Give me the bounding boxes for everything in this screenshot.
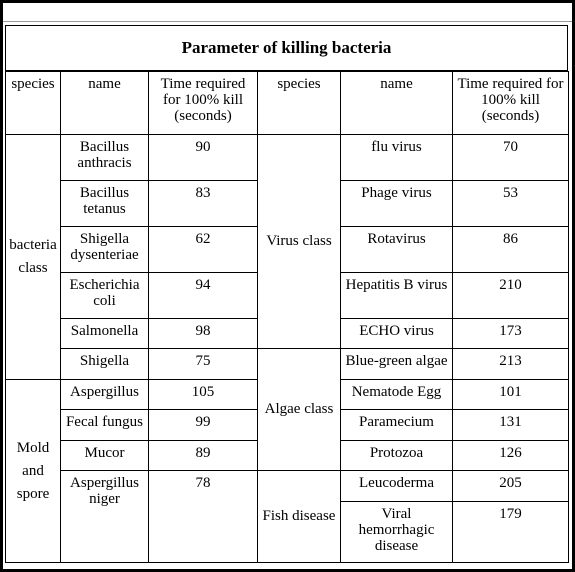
frame: Parameter of killing bacteria species nam… bbox=[3, 3, 572, 569]
table-row: Shigella 75 Algae class Blue-green algae 213 bbox=[6, 348, 569, 471]
species-cell: Mold and spore bbox=[5, 379, 61, 563]
time-cell: 210 bbox=[452, 272, 569, 319]
table-title: Parameter of killing bacteria bbox=[5, 25, 568, 71]
name-cell: ECHO virus bbox=[340, 318, 453, 349]
table-row: Mucor 89 Protozoa 126 bbox=[6, 440, 569, 471]
time-cell: 101 bbox=[452, 379, 569, 410]
time-cell: 131 bbox=[452, 409, 569, 441]
table-row: Viral hemorrhagic disease 179 bbox=[6, 501, 569, 563]
table-row: Aspergillus niger 78 Fish disease Leucoderm… bbox=[6, 470, 569, 563]
name-cell: Shigella bbox=[60, 348, 149, 380]
species-cell: bacteria class bbox=[5, 134, 61, 380]
time-cell: 78 bbox=[148, 470, 258, 563]
time-cell: 213 bbox=[452, 348, 569, 380]
time-cell: 98 bbox=[148, 318, 258, 349]
name-cell: Aspergillus niger bbox=[60, 470, 149, 563]
name-cell: Escherichia coli bbox=[60, 272, 149, 319]
time-cell: 94 bbox=[148, 272, 258, 319]
header-cell: name bbox=[340, 71, 453, 135]
table: species name Time required for 100% kill (… bbox=[5, 71, 569, 563]
time-cell: 126 bbox=[452, 440, 569, 471]
time-cell: 179 bbox=[452, 501, 569, 563]
name-cell: Blue-green algae bbox=[340, 348, 453, 380]
table-row: Fecal fungus 99 Paramecium 131 bbox=[6, 409, 569, 441]
time-cell: 105 bbox=[148, 379, 258, 410]
table-row: Shigella dysenteriae 62 Rotavirus 86 bbox=[6, 226, 569, 273]
top-strip bbox=[3, 3, 572, 22]
time-cell: 89 bbox=[148, 440, 258, 471]
species-cell: Algae class bbox=[257, 348, 341, 471]
time-cell: 99 bbox=[148, 409, 258, 441]
time-cell: 70 bbox=[452, 134, 569, 181]
name-cell: Salmonella bbox=[60, 318, 149, 349]
species-cell: Fish disease bbox=[257, 470, 341, 563]
name-cell: Aspergillus bbox=[60, 379, 149, 410]
table-row: bacteria class Bacillus anthracis 90 Virus … bbox=[5, 134, 569, 380]
time-cell: 62 bbox=[148, 226, 258, 273]
name-cell: Leucoderma bbox=[340, 470, 453, 502]
name-cell: Fecal fungus bbox=[60, 409, 149, 441]
header-row: species name Time required for 100% kill (… bbox=[5, 71, 569, 135]
name-cell: Nematode Egg bbox=[340, 379, 453, 410]
name-cell: Viral hemorrhagic disease bbox=[340, 501, 453, 563]
name-cell: Bacillus anthracis bbox=[60, 134, 149, 181]
time-cell: 90 bbox=[148, 134, 258, 181]
name-cell: Rotavirus bbox=[340, 226, 453, 273]
name-cell: flu virus bbox=[340, 134, 453, 181]
time-cell: 86 bbox=[452, 226, 569, 273]
table-row: Bacillus tetanus 83 Phage virus 53 bbox=[6, 180, 569, 227]
header-cell: name bbox=[60, 71, 149, 135]
name-cell: Phage virus bbox=[340, 180, 453, 227]
name-cell: Bacillus tetanus bbox=[60, 180, 149, 227]
time-cell: 205 bbox=[452, 470, 569, 502]
name-cell: Protozoa bbox=[340, 440, 453, 471]
table-row: Escherichia coli 94 Hepatitis B virus 210 bbox=[6, 272, 569, 319]
time-cell: 53 bbox=[452, 180, 569, 227]
time-cell: 83 bbox=[148, 180, 258, 227]
header-cell: species bbox=[5, 71, 61, 135]
header-cell: Time required for 100% kill (seconds) bbox=[148, 71, 258, 135]
name-cell: Paramecium bbox=[340, 409, 453, 441]
name-cell: Hepatitis B virus bbox=[340, 272, 453, 319]
time-cell: 75 bbox=[148, 348, 258, 380]
time-cell: 173 bbox=[452, 318, 569, 349]
header-cell: species bbox=[257, 71, 341, 135]
table-row: Salmonella 98 ECHO virus 173 bbox=[6, 318, 569, 349]
name-cell: Mucor bbox=[60, 440, 149, 471]
header-cell: Time required for 100% kill (seconds) bbox=[452, 71, 569, 135]
name-cell: Shigella dysenteriae bbox=[60, 226, 149, 273]
species-cell: Virus class bbox=[257, 134, 341, 349]
